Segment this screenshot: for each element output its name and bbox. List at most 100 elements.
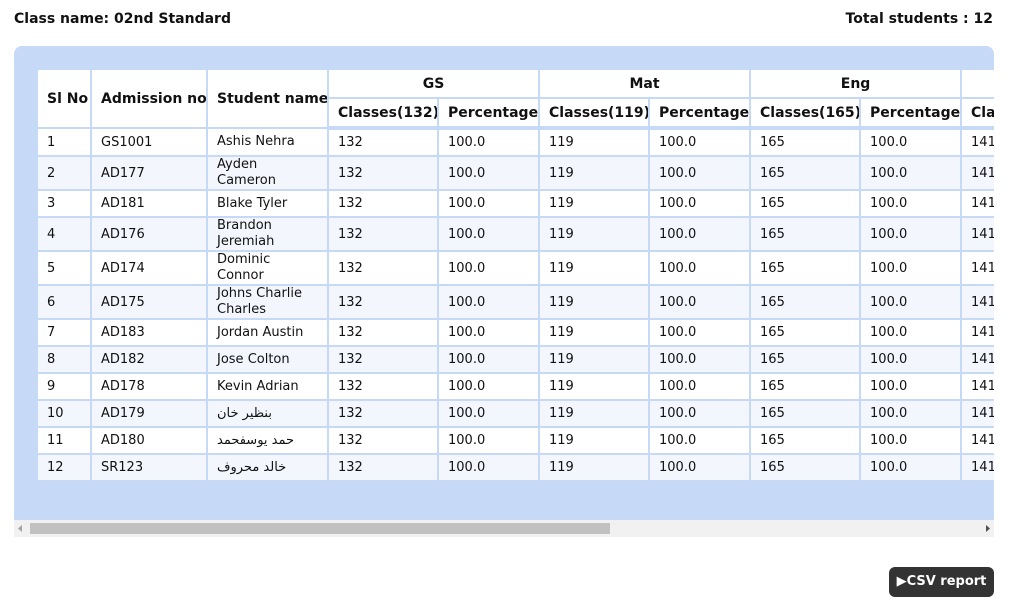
table-panel: Sl No Admission no Student name GS Mat Eng Cla… xyxy=(14,46,994,520)
group-header: Mat xyxy=(538,68,752,99)
scroll-thumb[interactable] xyxy=(30,523,610,534)
column-header: Sl No xyxy=(36,68,92,129)
table-row: 5 AD174 Dominic Connor 132 100.0 119 100.0 165 1… xyxy=(36,250,994,286)
table-row: 4 AD176 Brandon Jeremiah 132 100.0 119 100.0 16… xyxy=(36,216,994,252)
table-head: Sl No Admission no Student name GS Mat Eng Cla… xyxy=(36,68,994,130)
scroll-arrows xyxy=(18,525,990,532)
table-wrap: Sl No Admission no Student name GS Mat Eng Cla… xyxy=(36,68,994,499)
table-cell: 5 xyxy=(36,250,92,286)
column-header: Student name xyxy=(206,68,329,129)
table-row: 6 AD175 Johns Charlie Charles 132 100.0 119 10… xyxy=(36,284,994,320)
table-cell: 100.0 xyxy=(436,318,541,347)
table-cell: 100.0 xyxy=(648,189,752,218)
subheader: Percentage xyxy=(859,97,963,130)
table-cell: 132 xyxy=(327,318,439,347)
table-cell: 100.0 xyxy=(859,453,963,482)
table-cell: 165 xyxy=(749,453,862,482)
table-cell: 165 xyxy=(749,372,862,401)
table-cell: Brandon Jeremiah xyxy=(206,216,329,252)
table-cell: 165 xyxy=(749,284,862,320)
csv-report-button[interactable]: ▶CSV report xyxy=(889,567,994,597)
table-cell: 119 xyxy=(538,453,651,482)
table-cell: 132 xyxy=(327,155,439,191)
table-cell: 12 xyxy=(36,453,92,482)
table-cell: 100.0 xyxy=(648,284,752,320)
table-cell: 132 xyxy=(327,284,439,320)
subheader: Classes(165) xyxy=(749,97,862,130)
table-cell: 119 xyxy=(538,250,651,286)
table-cell: 165 xyxy=(749,426,862,455)
table-cell: AD177 xyxy=(90,155,208,191)
table-cell: 132 xyxy=(327,127,439,157)
table-cell: 141 xyxy=(960,426,994,455)
table-cell: 10 xyxy=(36,399,92,428)
table-cell: 100.0 xyxy=(648,372,752,401)
table-row: 8 AD182 Jose Colton 132 100.0 119 100.0 165 100.… xyxy=(36,345,994,374)
table-row: 1 GS1001 Ashis Nehra 132 100.0 119 100.0 165 100… xyxy=(36,127,994,157)
subheader-row: Classes(132) Percentage Classes(119) Percen… xyxy=(37,97,994,130)
table-cell: Blake Tyler xyxy=(206,189,329,218)
table-cell: 119 xyxy=(538,345,651,374)
table-cell: 100.0 xyxy=(648,216,752,252)
header-row: Sl No Admission no Student name GS Mat Eng xyxy=(36,68,994,129)
table-row: 12 SR123 خالد محروف 132 100.0 119 100.0 165 100.… xyxy=(36,453,994,482)
table-row: 11 AD180 حمد يوسفحمد 132 100.0 119 100.0 165 100… xyxy=(36,426,994,455)
table-cell: 141 xyxy=(960,250,994,286)
table-cell: 165 xyxy=(749,250,862,286)
table-cell: AD182 xyxy=(90,345,208,374)
table-cell: 132 xyxy=(327,216,439,252)
class-info: Class name: 02nd Standard xyxy=(14,11,231,27)
table-cell: 119 xyxy=(538,216,651,252)
table-row: 9 AD178 Kevin Adrian 132 100.0 119 100.0 165 100… xyxy=(36,372,994,401)
table-cell: 100.0 xyxy=(859,345,963,374)
table-cell: 100.0 xyxy=(436,216,541,252)
table-cell: 6 xyxy=(36,284,92,320)
table-cell: 100.0 xyxy=(648,399,752,428)
table-cell: 100.0 xyxy=(648,453,752,482)
subheader: Cla xyxy=(960,97,994,130)
column-header: Admission no xyxy=(90,68,208,129)
table-cell: AD176 xyxy=(90,216,208,252)
table-cell: 119 xyxy=(538,399,651,428)
table-cell: 119 xyxy=(538,284,651,320)
table-cell: AD175 xyxy=(90,284,208,320)
table-cell: 100.0 xyxy=(859,318,963,347)
table-cell: 141 xyxy=(960,399,994,428)
table-cell: 100.0 xyxy=(859,155,963,191)
table-cell: 100.0 xyxy=(436,345,541,374)
table-cell: 100.0 xyxy=(436,426,541,455)
table-cell: 100.0 xyxy=(436,372,541,401)
h-scrollbar[interactable] xyxy=(14,520,994,537)
table-cell: 132 xyxy=(327,426,439,455)
table-cell: 141 xyxy=(960,189,994,218)
subheader: Classes(132) xyxy=(327,97,439,130)
subheader: Classes(119) xyxy=(538,97,651,130)
table-cell: 165 xyxy=(749,318,862,347)
table-cell: SR123 xyxy=(90,453,208,482)
table-cell: 100.0 xyxy=(859,127,963,157)
table-cell: 119 xyxy=(538,372,651,401)
table-cell: 132 xyxy=(327,372,439,401)
table-cell: 132 xyxy=(327,345,439,374)
table-cell: 141 xyxy=(960,127,994,157)
table-cell: 100.0 xyxy=(859,189,963,218)
subheader: Percentage xyxy=(648,97,752,130)
table-cell: 132 xyxy=(327,189,439,218)
table-cell: 165 xyxy=(749,127,862,157)
table-cell: GS1001 xyxy=(90,127,208,157)
table-cell: 119 xyxy=(538,127,651,157)
table-cell: 9 xyxy=(36,372,92,401)
table-cell: Johns Charlie Charles xyxy=(206,284,329,320)
group-header xyxy=(960,68,994,99)
table-cell: 100.0 xyxy=(648,250,752,286)
table-cell: 100.0 xyxy=(648,426,752,455)
table-cell: 100.0 xyxy=(436,127,541,157)
table-cell: خالد محروف xyxy=(206,453,329,482)
group-header: GS xyxy=(326,68,541,99)
table-cell: 100.0 xyxy=(648,318,752,347)
table-cell: 1 xyxy=(36,127,92,157)
total-info: Total students : 12 xyxy=(846,11,993,27)
table-row: 3 AD181 Blake Tyler 132 100.0 119 100.0 165 100.… xyxy=(36,189,994,218)
table-body: 1 GS1001 Ashis Nehra 132 100.0 119 100.0 165 100… xyxy=(36,127,994,482)
